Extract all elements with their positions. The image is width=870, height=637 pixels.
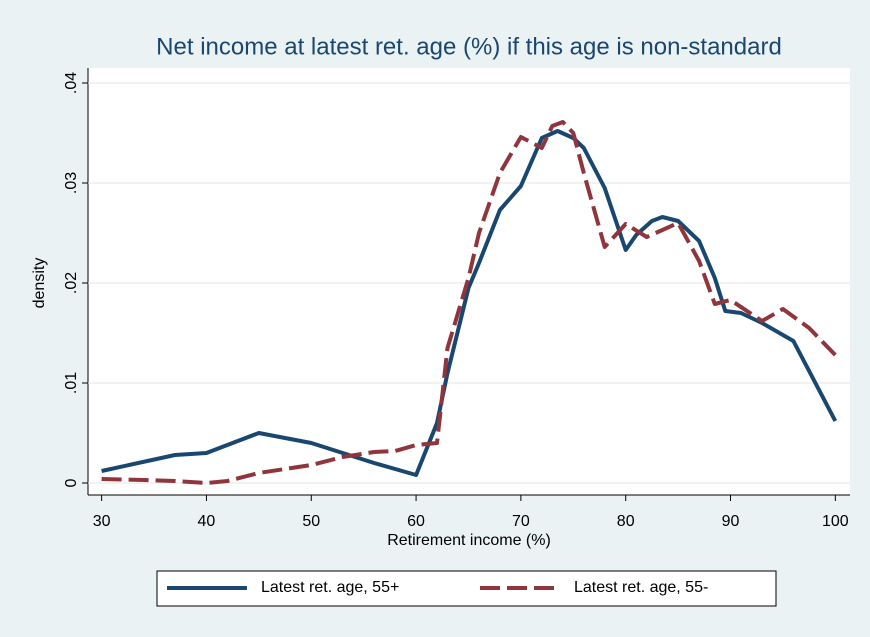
x-tick-label: 50 [302, 513, 320, 530]
x-tick-label: 90 [722, 513, 740, 530]
x-tick-label: 100 [822, 513, 849, 530]
x-axis-title: Retirement income (%) [387, 532, 551, 549]
chart-title: Net income at latest ret. age (%) if thi… [156, 33, 782, 60]
legend [156, 570, 777, 607]
y-tick-label: .04 [63, 72, 80, 94]
x-tick-label: 80 [617, 513, 635, 530]
y-axis-title: density [31, 258, 48, 309]
y-tick-label: 0 [63, 478, 80, 487]
series-line [101, 120, 837, 485]
legend-label: Latest ret. age, 55- [574, 579, 708, 596]
series-line [101, 129, 838, 477]
y-tick-label: .01 [63, 372, 80, 394]
x-tick-label: 30 [93, 513, 111, 530]
x-tick-label: 40 [198, 513, 216, 530]
x-tick-label: 70 [512, 513, 530, 530]
x-tick-label: 60 [407, 513, 425, 530]
y-tick-label: .02 [63, 272, 80, 294]
legend-label: Latest ret. age, 55+ [261, 579, 399, 596]
y-tick-label: .03 [63, 172, 80, 194]
